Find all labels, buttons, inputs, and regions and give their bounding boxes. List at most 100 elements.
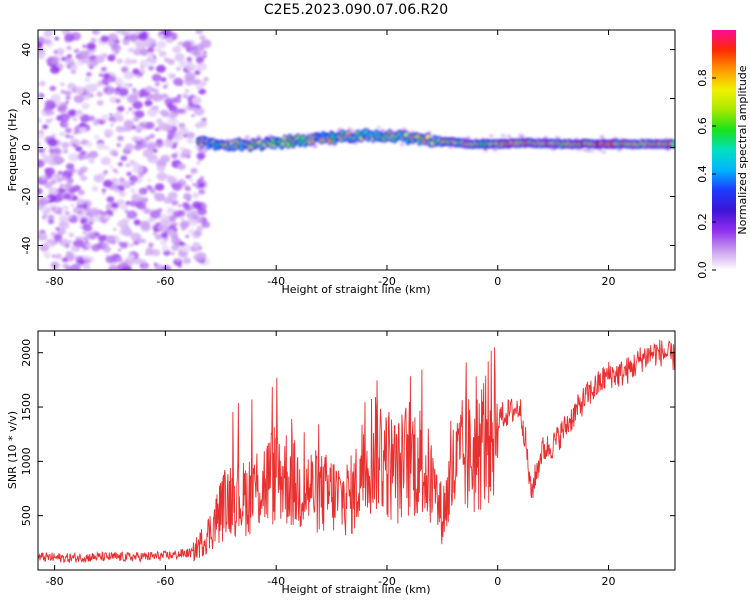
heatmap-cell [85, 141, 93, 148]
heatmap-cell [171, 73, 176, 77]
heatmap-cell [115, 257, 123, 263]
heatmap-cell [77, 258, 86, 265]
heatmap-cell [70, 203, 75, 207]
heatmap-cell [118, 190, 127, 197]
heatmap-cell [167, 191, 178, 200]
heatmap-cell [39, 93, 45, 98]
heatmap-cell [78, 172, 83, 177]
heatmap-cell [127, 49, 131, 53]
heatmap-cell [152, 224, 156, 228]
heatmap-cell [129, 181, 135, 186]
heatmap-cell [66, 54, 72, 59]
heatmap-cell [38, 141, 42, 147]
heatmap-cell [52, 175, 59, 181]
heatmap-cell [147, 46, 155, 53]
heatmap-cell [70, 69, 77, 75]
heatmap-cell [49, 146, 53, 150]
colorbar: 0.0 0.2 0.4 0.6 0.8 Normalized spectral ampl… [696, 30, 749, 279]
heatmap-cell [131, 166, 140, 173]
heatmap-cell [88, 221, 94, 226]
heatmap-cell [57, 178, 62, 183]
heatmap-cell [328, 139, 332, 142]
heatmap-cell [69, 135, 74, 139]
heatmap-cell [108, 87, 116, 94]
heatmap-cell [93, 134, 100, 140]
heatmap-cell [190, 167, 198, 174]
heatmap-cell [139, 69, 146, 75]
heatmap-cell [671, 141, 675, 147]
heatmap-cell [145, 141, 157, 151]
heatmap-cell [147, 108, 158, 117]
heatmap-cell [312, 144, 318, 149]
heatmap-cell [137, 32, 149, 41]
spectrogram-x-tick-label: -80 [46, 275, 64, 288]
heatmap-cell [197, 178, 202, 182]
heatmap-cell [112, 254, 116, 257]
heatmap-cell [58, 113, 70, 123]
heatmap-cell [184, 88, 190, 94]
heatmap-cell [200, 39, 212, 49]
heatmap-cell [81, 248, 86, 252]
snr-x-axis-label: Height of straight line (km) [281, 583, 430, 596]
heatmap-cell [46, 194, 57, 203]
snr-y-axis-label: SNR (10 * v/v) [6, 411, 19, 489]
heatmap-cell [106, 196, 115, 203]
heatmap-cell [175, 150, 180, 155]
heatmap-cell [188, 106, 194, 111]
heatmap-cell [160, 232, 169, 239]
heatmap-cell [149, 133, 155, 139]
heatmap-cell [136, 238, 142, 244]
heatmap-cell [114, 115, 122, 122]
heatmap-cell [124, 143, 134, 151]
heatmap-cell [54, 233, 63, 241]
heatmap-cell [65, 100, 69, 104]
heatmap-cell [86, 42, 97, 51]
heatmap-cell [124, 209, 129, 213]
heatmap-cell [91, 186, 99, 192]
heatmap-cell [158, 50, 167, 57]
heatmap-cell [191, 96, 203, 105]
heatmap-cell [60, 56, 67, 61]
heatmap-cell [51, 207, 56, 211]
heatmap-cell [79, 175, 88, 182]
heatmap-cell [154, 234, 163, 240]
heatmap-cell [155, 64, 166, 73]
heatmap-cell [156, 172, 168, 181]
heatmap-cell [127, 253, 135, 260]
heatmap-cell [61, 141, 70, 149]
heatmap-cell [196, 225, 204, 232]
heatmap-cell [132, 90, 140, 97]
heatmap-cell [195, 252, 204, 259]
heatmap-cell [196, 152, 206, 160]
heatmap-cell [103, 170, 108, 174]
heatmap-cell [121, 265, 132, 270]
heatmap-cell [128, 243, 135, 248]
heatmap-cell [182, 202, 190, 208]
colorbar-tick-label: 0.4 [696, 165, 709, 183]
heatmap-cell [90, 37, 97, 43]
heatmap-cell [133, 219, 141, 225]
heatmap-cell [131, 135, 139, 142]
heatmap-cell [67, 82, 77, 90]
heatmap-cell [139, 48, 149, 56]
heatmap-cell [111, 53, 116, 58]
heatmap-cell [61, 205, 69, 211]
heatmap-cell [244, 135, 250, 140]
heatmap-cell [131, 193, 142, 202]
spectrogram-heatmap [38, 30, 675, 270]
spectrogram-frame [37, 29, 676, 271]
heatmap-cell [151, 248, 161, 257]
heatmap-cell [177, 41, 184, 46]
heatmap-cell [153, 56, 157, 59]
heatmap-cell [65, 134, 70, 138]
heatmap-cell [156, 138, 163, 145]
heatmap-cell [154, 192, 166, 202]
heatmap-cell [82, 44, 87, 49]
heatmap-cell [81, 102, 90, 110]
heatmap-cell [57, 104, 67, 113]
heatmap-cell [601, 149, 607, 154]
heatmap-cell [114, 39, 120, 44]
heatmap-cell [198, 88, 206, 95]
heatmap-cell [121, 30, 128, 37]
